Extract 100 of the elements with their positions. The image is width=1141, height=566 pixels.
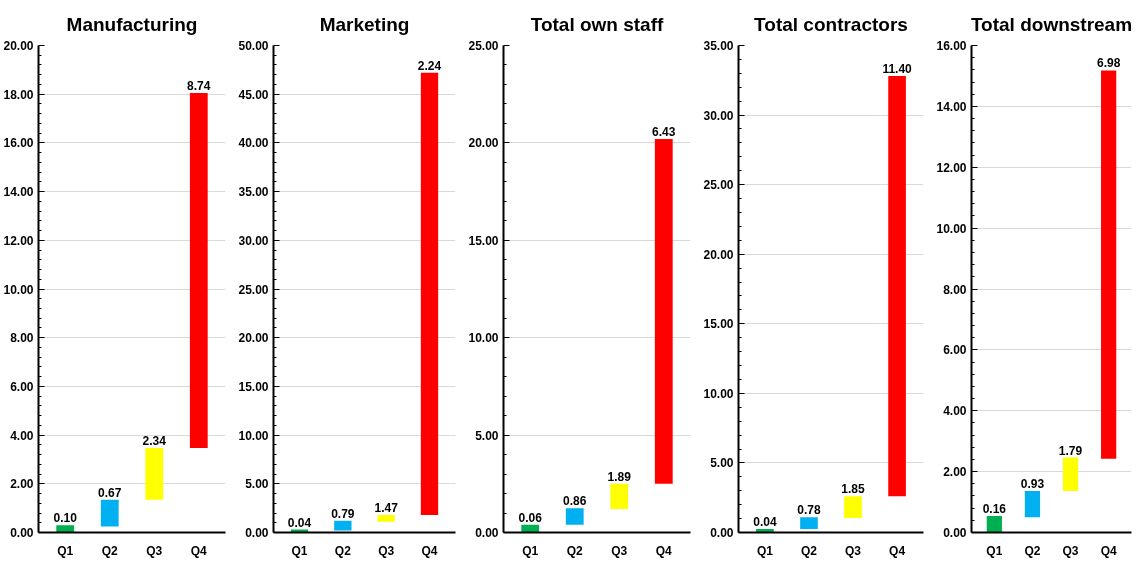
chart-title: Marketing: [319, 13, 410, 35]
annotation: 0.93: [1020, 477, 1045, 492]
annotation: 0.16: [982, 502, 1007, 517]
bar: [1062, 457, 1079, 492]
y-tick-label: 10.00: [703, 386, 734, 401]
annotation: 1.79: [1058, 443, 1083, 458]
y-tick-label: 2.00: [943, 465, 967, 480]
x-tick-label: Q1: [291, 543, 308, 558]
y-tick-label: 0.00: [10, 526, 34, 540]
chart-title: Total contractors: [754, 13, 908, 35]
y-tick-label: 4.00: [943, 404, 967, 419]
y-tick-label: 15.00: [703, 317, 734, 332]
x-tick-label: Q4: [421, 543, 438, 558]
y-tick-label: 16.00: [3, 136, 34, 151]
y-tick-label: 0.00: [943, 526, 967, 540]
y-tick-label: 20.00: [468, 136, 499, 151]
bar: [565, 508, 584, 525]
bar: [1101, 70, 1117, 459]
bar: [1024, 491, 1041, 518]
bar: [420, 72, 439, 515]
bar: [100, 499, 119, 527]
y-tick-label: 35.00: [238, 185, 269, 200]
y-tick-label: 40.00: [238, 136, 269, 151]
y-tick-label: 5.00: [710, 456, 734, 471]
annotation: 0.06: [518, 510, 543, 525]
y-tick-label: 6.00: [10, 379, 34, 394]
x-tick-label: Q3: [146, 543, 163, 558]
bar: [189, 92, 208, 449]
annotation: 2.34: [142, 434, 167, 449]
chart-title: Manufacturing: [66, 13, 198, 35]
x-tick-label: Q3: [611, 543, 628, 558]
bar: [145, 448, 164, 500]
chart-title: Total own staff: [530, 13, 664, 35]
x-tick-label: Q1: [986, 543, 1003, 558]
x-tick-label: Q4: [1100, 543, 1117, 558]
annotation: 0.79: [331, 506, 355, 521]
y-tick-label: 0.00: [475, 526, 499, 540]
y-tick-label: 10.00: [3, 282, 34, 297]
annotation: 0.86: [563, 494, 587, 509]
y-tick-label: 25.00: [468, 39, 499, 53]
bar: [521, 524, 540, 533]
x-tick-label: Q3: [1062, 543, 1079, 558]
y-tick-label: 35.00: [703, 39, 734, 53]
bar: [610, 483, 629, 510]
y-tick-label: 8.00: [10, 331, 34, 346]
y-tick-label: 20.00: [703, 247, 734, 262]
x-tick-label: Q1: [57, 543, 74, 558]
y-tick-label: 18.00: [3, 87, 34, 102]
annotation: 1.85: [841, 482, 866, 497]
y-tick-label: 30.00: [703, 108, 734, 123]
bar: [654, 139, 673, 484]
y-tick-label: 5.00: [475, 428, 499, 443]
bar: [377, 514, 395, 522]
x-tick-label: Q4: [889, 543, 906, 558]
y-tick-label: 25.00: [238, 282, 269, 297]
y-tick-label: 16.00: [936, 39, 967, 53]
annotation: 1.89: [607, 469, 632, 484]
bar: [888, 76, 906, 497]
y-tick-label: 45.00: [238, 87, 269, 102]
annotation: 1.47: [374, 500, 399, 515]
x-tick-label: Q1: [522, 543, 539, 558]
y-tick-label: 20.00: [3, 39, 34, 53]
y-tick-label: 15.00: [468, 233, 499, 248]
annotation: 0.10: [53, 511, 78, 526]
annotation: 0.78: [797, 503, 821, 518]
annotation: 0.67: [98, 485, 122, 500]
y-tick-label: 30.00: [238, 233, 269, 248]
bar: [56, 525, 75, 533]
bar: [844, 496, 862, 518]
y-tick-label: 10.00: [936, 221, 967, 236]
y-tick-label: 12.00: [3, 233, 34, 248]
y-tick-label: 4.00: [10, 428, 34, 443]
annotation: 6.43: [652, 125, 676, 139]
x-tick-label: Q3: [845, 543, 862, 558]
y-tick-label: 14.00: [936, 99, 967, 114]
y-tick-label: 12.00: [936, 160, 967, 175]
y-tick-label: 14.00: [3, 185, 34, 200]
x-tick-label: Q2: [800, 543, 818, 558]
annotation: 0.04: [753, 515, 777, 530]
annotation: 11.40: [882, 62, 913, 77]
y-tick-label: 20.00: [238, 331, 269, 346]
y-tick-label: 6.00: [943, 343, 967, 358]
y-tick-label: 2.00: [10, 477, 34, 492]
y-tick-label: 25.00: [703, 178, 734, 193]
y-tick-label: 10.00: [238, 428, 269, 443]
bar: [800, 517, 818, 530]
x-tick-label: Q4: [190, 543, 208, 558]
bar: [986, 516, 1002, 533]
x-tick-label: Q2: [566, 543, 584, 558]
chart-title: Total downstream: [970, 13, 1133, 35]
y-tick-label: 0.00: [710, 526, 734, 540]
y-tick-label: 50.00: [238, 39, 269, 53]
x-tick-label: Q3: [378, 543, 395, 558]
annotation: 0.04: [287, 515, 312, 530]
x-tick-label: Q1: [756, 543, 774, 558]
bar: [334, 520, 352, 531]
y-tick-label: 0.00: [245, 526, 269, 540]
y-tick-label: 15.00: [238, 379, 269, 394]
annotation: 2.24: [417, 58, 442, 73]
x-tick-label: Q4: [655, 543, 673, 558]
